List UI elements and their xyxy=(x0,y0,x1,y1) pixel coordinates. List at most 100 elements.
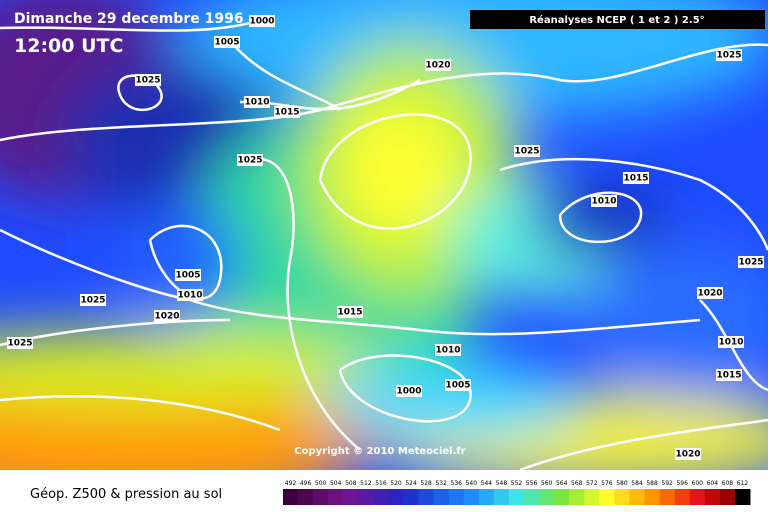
colorbar-label: 564 xyxy=(556,480,568,487)
isobar-label: 1025 xyxy=(738,258,763,268)
colorbar-cell xyxy=(704,489,721,505)
colorbar-label: 496 xyxy=(300,480,312,487)
colorbar-label: 540 xyxy=(466,480,478,487)
isobar-label: 1015 xyxy=(716,371,741,381)
colorbar-label: 552 xyxy=(511,480,523,487)
colorbar-cell xyxy=(373,489,389,505)
colorbar-cell xyxy=(403,489,420,505)
colorbar-cell xyxy=(343,489,359,505)
isobar-label-bg xyxy=(396,385,422,397)
isobar-label: 1010 xyxy=(435,346,460,356)
isobar-label: 1010 xyxy=(244,98,269,108)
colorbar-cell xyxy=(508,489,525,505)
isobar-label-bg xyxy=(435,344,461,356)
isobar-label-bg xyxy=(718,336,744,348)
colorbar: 492 496 500 504 508 512 516 520 524 528 532 536 540 5… xyxy=(283,480,751,505)
isobar-label-bg xyxy=(214,36,240,48)
copyright: Copyright © 2010 Meteociel.fr xyxy=(294,446,465,457)
isobar-label: 1010 xyxy=(591,197,616,207)
colorbar-cell xyxy=(719,489,736,505)
colorbar-label: 596 xyxy=(676,480,688,487)
isobar-label-bg xyxy=(445,379,471,391)
colorbar-cell xyxy=(463,489,480,505)
isobar-labels: 1000 1005 1025 1010 1015 1020 1025 1025 1025 1015… xyxy=(7,15,764,460)
isobar-label-bg xyxy=(175,269,201,281)
colorbar-cell xyxy=(524,489,540,505)
isobar-label-bg xyxy=(591,195,617,207)
colorbar-label: 588 xyxy=(646,480,658,487)
isobar-label-bg xyxy=(177,289,203,301)
colorbar-cell xyxy=(433,489,450,505)
colorbar-label: 560 xyxy=(541,480,553,487)
colorbar-label: 548 xyxy=(496,480,508,487)
isobars xyxy=(0,18,768,470)
colorbar-label: 572 xyxy=(586,480,598,487)
colorbar-label: 520 xyxy=(390,480,402,487)
isobar-label-bg xyxy=(716,49,742,61)
isobar-label: 1020 xyxy=(425,61,450,71)
colorbar-label: 492 xyxy=(285,480,297,487)
colorbar-label: 532 xyxy=(435,480,447,487)
colorbar-cell xyxy=(674,489,691,505)
isobar-label-bg xyxy=(425,59,451,71)
isobar-label: 1010 xyxy=(177,291,202,301)
colorbar-cell xyxy=(659,489,676,505)
colorbar-label: 584 xyxy=(631,480,643,487)
isobar-label-bg xyxy=(738,256,764,268)
isobar-label: 1005 xyxy=(445,381,470,391)
colorbar-label: 512 xyxy=(360,480,372,487)
isobar-label: 1020 xyxy=(675,450,700,460)
isobar-label-bg xyxy=(514,145,540,157)
colorbar-cell xyxy=(629,489,646,505)
colorbar-cell xyxy=(418,489,435,505)
legend-title: Géop. Z500 & pression au sol xyxy=(30,487,222,502)
isobar-label: 1025 xyxy=(7,339,32,349)
colorbar-label: 556 xyxy=(526,480,538,487)
colorbar-cell xyxy=(493,489,510,505)
colorbar-cell xyxy=(478,489,495,505)
colorbar-label: 544 xyxy=(481,480,493,487)
colorbar-cell xyxy=(599,489,615,505)
isobar-label: 1015 xyxy=(623,174,648,184)
colorbar-label: 500 xyxy=(315,480,327,487)
colorbar-cell xyxy=(734,489,751,505)
colorbar-cell xyxy=(313,489,329,505)
colorbar-cell xyxy=(644,489,661,505)
isobar-label-bg xyxy=(337,306,363,318)
colorbar-label: 504 xyxy=(330,480,342,487)
isobar-label-bg xyxy=(237,154,263,166)
colorbar-cell xyxy=(569,489,585,505)
colorbar-label: 508 xyxy=(345,480,357,487)
colorbar-cell xyxy=(554,489,570,505)
date-label: Dimanche 29 decembre 1996 xyxy=(14,11,244,27)
isobar-label-bg xyxy=(135,74,161,86)
colorbar-cell xyxy=(539,489,555,505)
colorbar-cell xyxy=(584,489,600,505)
isobar-label-bg xyxy=(249,15,275,27)
source-label: Réanalyses NCEP ( 1 et 2 ) 2.5° xyxy=(529,14,704,26)
isobar-label: 1015 xyxy=(274,108,299,118)
isobar-label: 1005 xyxy=(214,38,239,48)
isobar-label: 1025 xyxy=(514,147,539,157)
isobar-label: 1025 xyxy=(716,51,741,61)
colorbar-label: 612 xyxy=(737,480,749,487)
colorbar-label: 528 xyxy=(420,480,432,487)
isobar-label-bg xyxy=(244,96,270,108)
colorbar-label: 580 xyxy=(616,480,628,487)
time-label: 12:00 UTC xyxy=(14,35,123,57)
isobar-label-bg xyxy=(80,294,106,306)
isobar-label: 1025 xyxy=(135,76,160,86)
isobar-label-bg xyxy=(675,448,701,460)
colorbar-cell xyxy=(283,489,299,505)
source-box xyxy=(470,10,765,29)
colorbar-label: 516 xyxy=(375,480,387,487)
colorbar-label: 592 xyxy=(661,480,673,487)
colorbar-cell xyxy=(358,489,374,505)
colorbar-cell xyxy=(328,489,344,505)
colorbar-cell xyxy=(614,489,630,505)
isobar-label: 1020 xyxy=(154,312,179,322)
colorbar-label: 536 xyxy=(451,480,463,487)
isobar-label: 1015 xyxy=(337,308,362,318)
